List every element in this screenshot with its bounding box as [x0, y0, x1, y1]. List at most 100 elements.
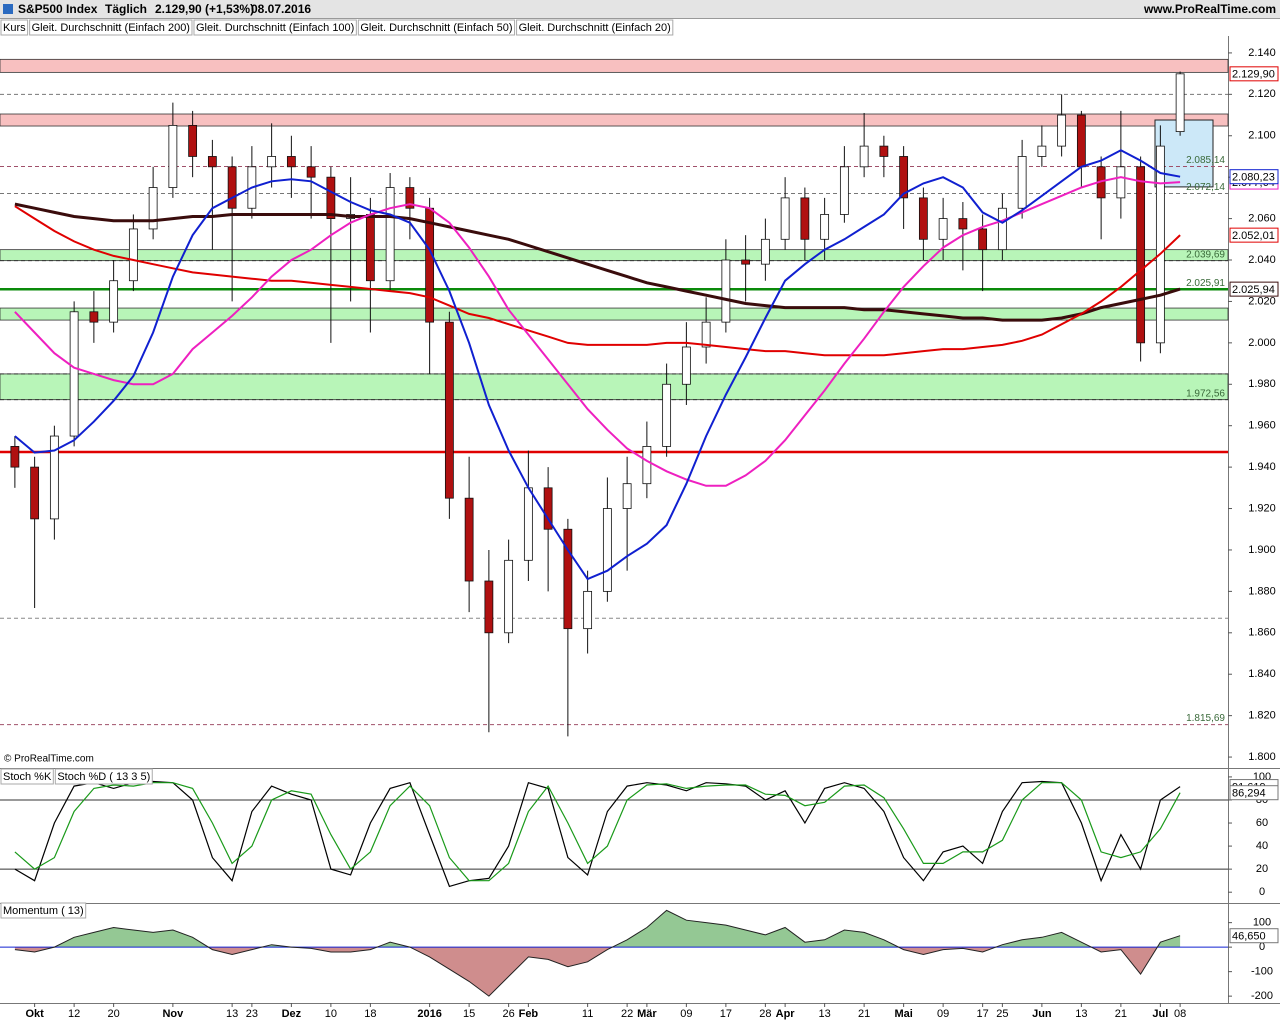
x-tick-label: 09: [680, 1008, 692, 1020]
candle-body: [859, 145, 869, 168]
candle-body: [168, 124, 178, 188]
candle-body: [69, 311, 79, 437]
candle-body: [602, 508, 612, 592]
candle-body: [464, 497, 474, 582]
candle-body: [227, 166, 237, 209]
last-value-label: 86,294: [1232, 788, 1266, 800]
x-tick-label: 13: [1075, 1008, 1087, 1020]
y-tick-label: 40: [1256, 840, 1268, 852]
candle-body: [49, 435, 59, 520]
candle-body: [543, 487, 553, 530]
y-tick-label: 0: [1259, 941, 1265, 953]
candle-body: [128, 228, 138, 282]
symbol: S&P500 Index: [18, 2, 98, 16]
y-tick-label: 1.860: [1248, 627, 1276, 639]
candle-body: [1175, 73, 1185, 133]
candle-body: [899, 156, 909, 199]
last-value-label: 2.025,94: [1232, 284, 1275, 296]
y-tick-label: 2.140: [1248, 47, 1276, 59]
level-label: 2.072,14: [1186, 182, 1225, 193]
site: www.ProRealTime.com: [1143, 2, 1276, 16]
area-negative: [14, 947, 1158, 997]
x-tick-label: Mär: [637, 1008, 657, 1020]
candle-body: [109, 280, 119, 323]
candle-body: [484, 580, 494, 634]
quote: 2.129,90 (+1,53%): [155, 2, 254, 16]
candle-body: [563, 528, 573, 630]
candle-body: [148, 187, 158, 230]
legend-box: [0, 19, 29, 36]
candle-body: [918, 197, 928, 240]
y-tick-label: 2.100: [1248, 130, 1276, 142]
y-tick-label: 1.940: [1248, 461, 1276, 473]
moving-average: [14, 149, 1181, 581]
candle-body: [622, 483, 632, 509]
candle-body: [958, 218, 968, 230]
y-tick-label: 1.920: [1248, 502, 1276, 514]
x-tick-label: 08: [1174, 1008, 1186, 1020]
candle-body: [681, 346, 691, 385]
x-tick-label: 13: [819, 1008, 831, 1020]
moving-average: [14, 205, 1181, 357]
legend-entry: Momentum ( 13): [3, 905, 84, 917]
candle-body: [1057, 114, 1067, 147]
y-tick-label: 2.060: [1248, 212, 1276, 224]
candle-body: [642, 446, 652, 485]
candle-body: [444, 321, 454, 499]
candle-body: [1155, 145, 1165, 344]
last-value-label: 46,650: [1232, 931, 1266, 943]
level-label: 2.025,91: [1186, 278, 1225, 289]
legend-entry: Gleit. Durchschnitt (Einfach 20): [519, 22, 671, 34]
last-value-label: 2.129,90: [1232, 69, 1275, 81]
candle-body: [10, 446, 20, 468]
candle-body: [405, 187, 415, 209]
legend-box: [516, 19, 674, 36]
candle-body: [839, 166, 849, 215]
candle-body: [523, 487, 533, 561]
period: Täglich: [105, 2, 147, 16]
x-tick-label: Jun: [1032, 1008, 1052, 1020]
y-tick-label: 60: [1256, 817, 1268, 829]
y-tick-label: 2.040: [1248, 254, 1276, 266]
y-tick-label: 1.960: [1248, 420, 1276, 432]
legend-box: [193, 19, 357, 36]
candle-body: [1136, 166, 1146, 344]
candle-body: [741, 259, 751, 265]
y-tick-label: 1.980: [1248, 378, 1276, 390]
legend-box: [54, 768, 153, 785]
zone: [0, 58, 1229, 73]
indicator-line: [14, 782, 1181, 882]
x-tick-label: 21: [858, 1008, 870, 1020]
x-tick-label: Nov: [162, 1008, 184, 1020]
candle-body: [583, 590, 593, 630]
zone: [0, 307, 1229, 321]
y-tick-label: 1.820: [1248, 710, 1276, 722]
candle-body: [286, 156, 296, 168]
last-value-label: 2.052,01: [1232, 230, 1275, 242]
legend-box: [0, 768, 54, 785]
candle-body: [89, 311, 99, 323]
candle-body: [701, 321, 711, 348]
x-tick-label: 15: [463, 1008, 475, 1020]
level-label: 2.085,14: [1186, 155, 1225, 166]
legend-entry: Stoch %D ( 13 3 5): [57, 771, 150, 783]
legend-box: [357, 19, 516, 36]
last-value-box: [1229, 785, 1279, 801]
x-tick-label: Okt: [25, 1008, 44, 1020]
x-tick-label: 22: [621, 1008, 633, 1020]
last-value-label: 2.080,23: [1232, 172, 1275, 184]
candle-body: [1037, 145, 1047, 157]
candle-body: [306, 166, 316, 178]
candle-body: [30, 466, 40, 520]
x-tick-label: Mai: [894, 1008, 912, 1020]
zone: [0, 373, 1229, 401]
candle-body: [207, 156, 217, 168]
candle-body: [780, 197, 790, 240]
candle-body: [760, 238, 770, 265]
app-icon: [3, 4, 13, 14]
candle-body: [385, 187, 395, 282]
legend-entry: Stoch %K: [3, 771, 52, 783]
candle-body: [938, 218, 948, 240]
x-tick-label: 23: [246, 1008, 258, 1020]
